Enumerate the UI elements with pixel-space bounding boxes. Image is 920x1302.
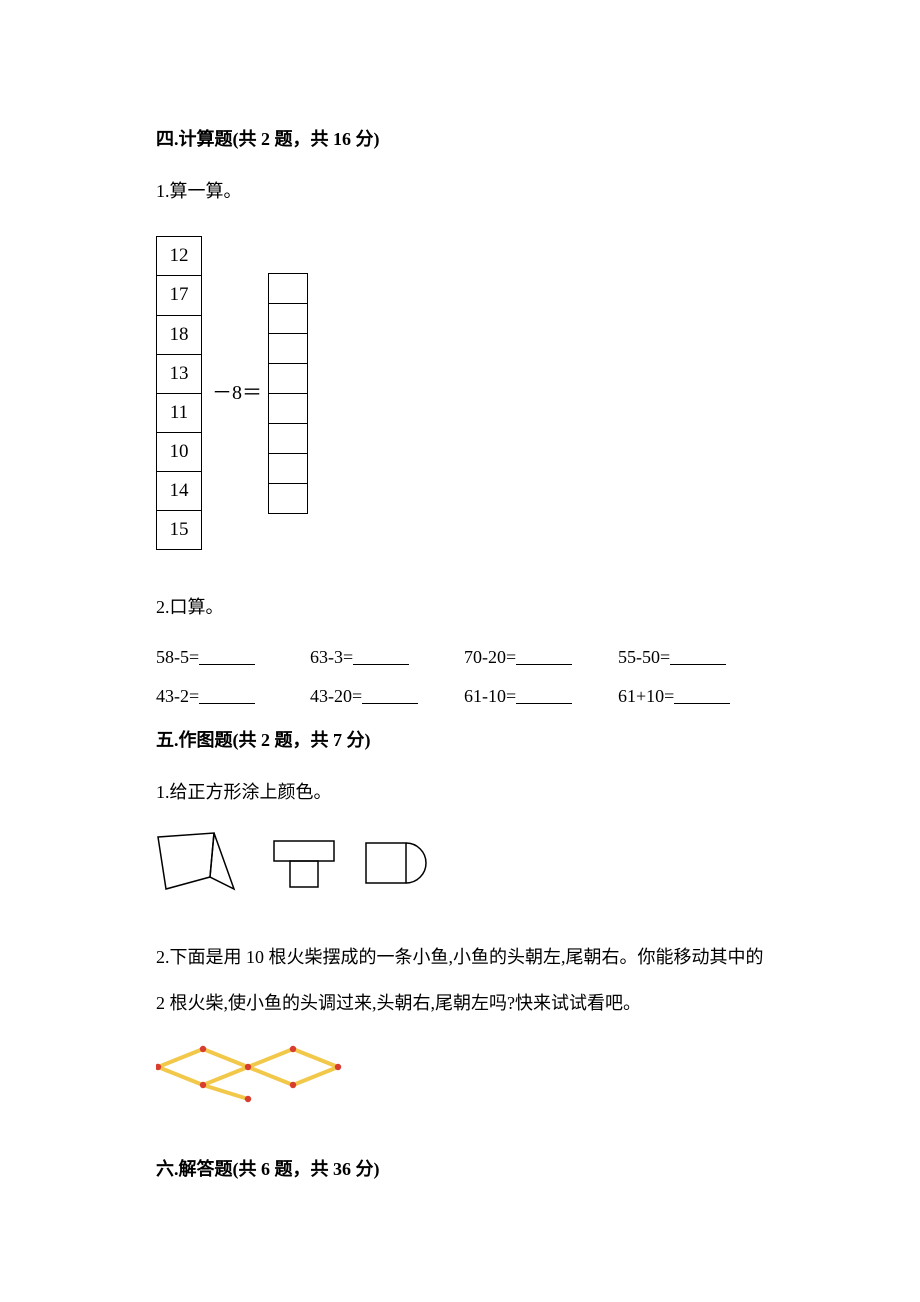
- answer-blank[interactable]: [516, 685, 572, 704]
- oral-calc-block: 58-5= 63-3= 70-20= 55-50= 43-2= 43-20= 6…: [156, 640, 780, 712]
- s5-q2-line2: 2 根火柴,使小鱼的头调过来,头朝右,尾朝左吗?快来试试看吧。: [156, 986, 780, 1020]
- oral-calc-row: 58-5= 63-3= 70-20= 55-50=: [156, 640, 780, 674]
- calc-num: 14: [157, 471, 202, 510]
- calc-num: 11: [157, 393, 202, 432]
- oral-calc-cell: 70-20=: [464, 640, 618, 674]
- shapes-row: [156, 829, 780, 910]
- shape-rect-top: [274, 841, 334, 861]
- oral-calc-cell: 43-2=: [156, 679, 310, 713]
- fish-svg: [156, 1041, 366, 1111]
- expr: 70-20=: [464, 647, 516, 667]
- calc-blank[interactable]: [269, 273, 308, 303]
- s4-q1-label: 1.算一算。: [156, 174, 780, 208]
- shape-semicircle: [406, 843, 426, 883]
- expr: 63-3=: [310, 647, 353, 667]
- answer-blank[interactable]: [674, 685, 730, 704]
- calc-left-column: 12 17 18 13 11 10 14 15: [156, 236, 202, 550]
- shape-triangle: [210, 833, 234, 889]
- calc-blank[interactable]: [269, 423, 308, 453]
- expr: 61+10=: [618, 686, 674, 706]
- oral-calc-row: 43-2= 43-20= 61-10= 61+10=: [156, 679, 780, 713]
- s5-q2-line1: 2.下面是用 10 根火柴摆成的一条小鱼,小鱼的头朝左,尾朝右。你能移动其中的: [156, 940, 780, 974]
- oral-calc-cell: 61+10=: [618, 679, 772, 713]
- calc-right-column: [268, 273, 308, 514]
- answer-blank[interactable]: [199, 646, 255, 665]
- shape-square: [366, 843, 406, 883]
- calc-operator: －8＝: [202, 374, 268, 412]
- section-5-title: 五.作图题(共 2 题，共 7 分): [156, 723, 780, 757]
- shape-parallelogram: [158, 833, 214, 889]
- shapes-svg: [156, 829, 476, 899]
- oral-calc-cell: 55-50=: [618, 640, 772, 674]
- s4-q1-calc-table: 12 17 18 13 11 10 14 15 －8＝: [156, 236, 780, 550]
- answer-blank[interactable]: [362, 685, 418, 704]
- matchstick-fish: [156, 1041, 780, 1122]
- oral-calc-cell: 58-5=: [156, 640, 310, 674]
- s4-q2-label: 2.口算。: [156, 590, 780, 624]
- calc-num: 17: [157, 276, 202, 315]
- worksheet-page: 四.计算题(共 2 题，共 16 分) 1.算一算。 12 17 18 13 1…: [0, 0, 920, 1302]
- calc-num: 10: [157, 432, 202, 471]
- calc-blank[interactable]: [269, 363, 308, 393]
- answer-blank[interactable]: [670, 646, 726, 665]
- answer-blank[interactable]: [516, 646, 572, 665]
- oral-calc-cell: 61-10=: [464, 679, 618, 713]
- shape-square-bottom: [290, 861, 318, 887]
- section-6-title: 六.解答题(共 6 题，共 36 分): [156, 1152, 780, 1186]
- oral-calc-cell: 63-3=: [310, 640, 464, 674]
- calc-num: 12: [157, 237, 202, 276]
- calc-blank[interactable]: [269, 393, 308, 423]
- calc-blank[interactable]: [269, 483, 308, 513]
- expr: 43-20=: [310, 686, 362, 706]
- calc-blank[interactable]: [269, 333, 308, 363]
- expr: 61-10=: [464, 686, 516, 706]
- answer-blank[interactable]: [199, 685, 255, 704]
- oral-calc-cell: 43-20=: [310, 679, 464, 713]
- section-4-title: 四.计算题(共 2 题，共 16 分): [156, 122, 780, 156]
- calc-blank[interactable]: [269, 303, 308, 333]
- calc-num: 18: [157, 315, 202, 354]
- expr: 55-50=: [618, 647, 670, 667]
- calc-num: 15: [157, 511, 202, 550]
- calc-blank[interactable]: [269, 453, 308, 483]
- calc-num: 13: [157, 354, 202, 393]
- expr: 43-2=: [156, 686, 199, 706]
- s5-q1-label: 1.给正方形涂上颜色。: [156, 775, 780, 809]
- expr: 58-5=: [156, 647, 199, 667]
- answer-blank[interactable]: [353, 646, 409, 665]
